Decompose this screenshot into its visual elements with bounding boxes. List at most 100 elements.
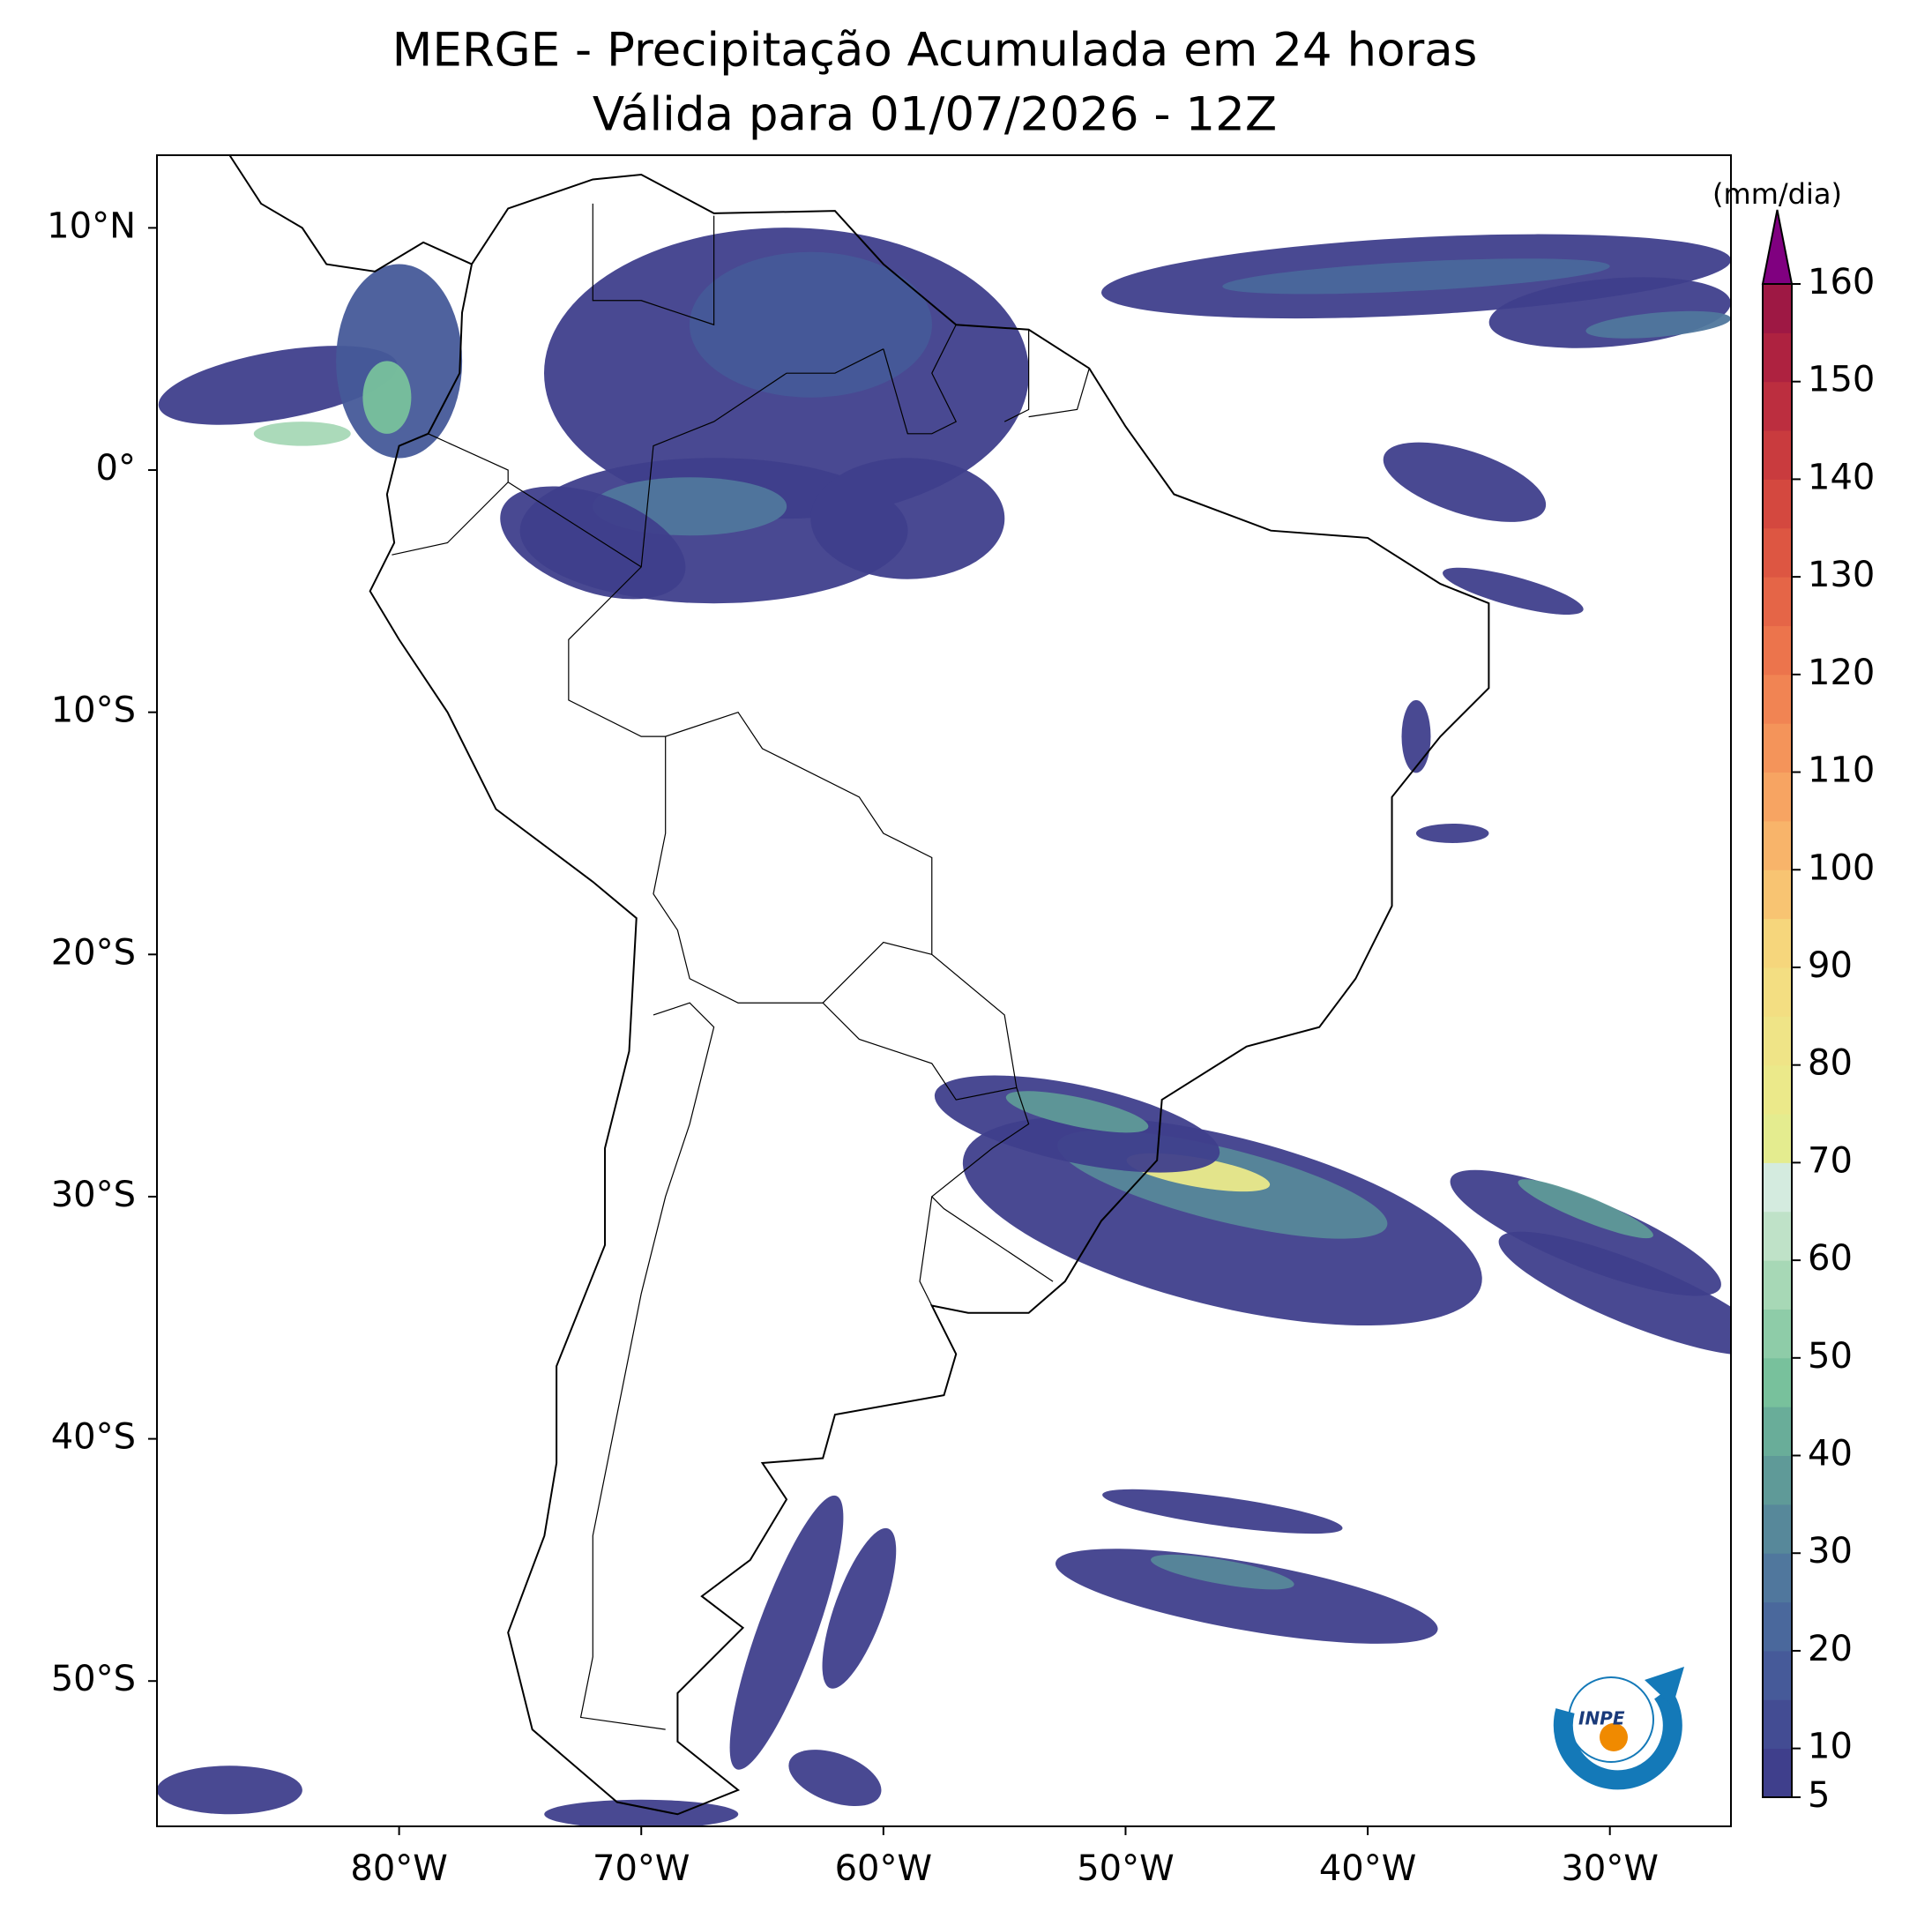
border [392,433,509,556]
precip-area [689,251,932,398]
precip-area [1005,1091,1149,1133]
colorbar-tick-label: 150 [1808,360,1875,400]
logo-sun [1600,1723,1628,1751]
colorbar-band [1763,1748,1792,1798]
y-tick-label: 50°S [51,1659,136,1699]
logo-orbit [1568,1676,1654,1763]
precip-area [1102,1489,1343,1534]
colorbar-band [1763,577,1792,626]
colorbar: 5 10 20 30 40 50 60 70 80 90 100 110 120 130 140 150 160… [1712,177,1875,1816]
y-tick-label: 10°N [47,205,136,246]
colorbar-band [1763,332,1792,383]
colorbar-band [1763,1162,1792,1213]
colorbar-tick-label: 20 [1808,1629,1853,1669]
colorbar-band [1763,1407,1792,1457]
y-tick-label: 30°S [51,1175,136,1215]
colorbar-band [1763,1553,1792,1603]
colorbar-tick-label: 80 [1808,1043,1853,1084]
colorbar-band [1763,1114,1792,1163]
x-tick-label: 70°W [593,1848,690,1889]
coastline [226,155,473,272]
precip-area [1222,258,1610,295]
colorbar-band [1763,772,1792,822]
colorbar-tick-label: 70 [1808,1140,1853,1181]
colorbar-tick-label: 140 [1808,457,1875,497]
colorbar-band [1763,1211,1792,1261]
colorbar-band [1763,1260,1792,1310]
colorbar-tick-label: 120 [1808,653,1875,693]
colorbar-band [1763,527,1792,578]
colorbar-label: (mm/dia) [1712,177,1842,211]
colorbar-tick-label: 160 [1808,262,1875,302]
colorbar-band [1763,1699,1792,1750]
colorbar-tick-label: 40 [1808,1434,1853,1474]
precip-area [544,1799,739,1826]
colorbar-band [1763,918,1792,968]
precip-area [1415,823,1489,843]
precip-area [810,458,1005,579]
border [1003,329,1030,422]
precip-area [253,422,351,446]
colorbar-extend [1761,209,1794,285]
border [592,203,715,326]
precip-area [336,264,463,459]
colorbar-tick-label: 110 [1808,750,1875,791]
colorbar-band [1763,1309,1792,1359]
colorbar-band [1763,625,1792,676]
colorbar-band [1763,820,1792,870]
colorbar-band [1763,1357,1792,1407]
x-tick-label: 80°W [350,1848,447,1889]
x-tick-label: 50°W [1077,1848,1174,1889]
precip-area [1498,1231,1731,1355]
colorbar-band [1763,1650,1792,1700]
colorbar-tick-label: 30 [1808,1531,1853,1571]
precip-area [788,1750,882,1807]
border [568,348,1054,1282]
precip-area [362,361,412,434]
precip-area [1383,442,1547,522]
map-frame [156,154,1732,1827]
colorbar-band [1763,1455,1792,1505]
border [1028,368,1090,418]
colorbar-band [1763,1601,1792,1652]
border [919,1196,933,1306]
colorbar-band [1763,1016,1792,1066]
colorbar-tick-label: 10 [1808,1727,1853,1767]
y-tick-label: 40°S [51,1417,136,1458]
precip-area [1151,1554,1294,1590]
colorbar-band [1763,284,1792,333]
y-tick-label: 10°S [51,690,136,731]
y-tick-label: 0° [96,448,136,489]
colorbar-tick-label: 50 [1808,1336,1853,1377]
colorbar-tick-label: 60 [1808,1238,1853,1279]
precip-area [822,1527,897,1689]
precip-area [1443,567,1584,615]
x-tick-label: 40°W [1319,1848,1416,1889]
border [507,481,642,568]
colorbar-frame [1762,283,1793,1798]
logo-swoosh [1553,1687,1682,1790]
colorbar-tick-label: 90 [1808,945,1853,986]
colorbar-tick-label: 5 [1808,1775,1830,1816]
coastline [369,173,1490,1816]
logo: INPE [1553,1667,1684,1790]
subtitle: Válida para 01/07/2026 - 12Z [593,88,1277,142]
colorbar-tick-label: 130 [1808,555,1875,595]
colorbar-band [1763,967,1792,1017]
x-tick-label: 60°W [835,1848,932,1889]
precip-area [729,1495,844,1770]
colorbar-band [1763,1064,1792,1115]
colorbar-band [1763,870,1792,920]
precip-area [1401,699,1431,773]
map: 80°W 70°W 60°W 50°W 40°W 30°W 10°N 0° 10°S 20°S 30… [47,154,1732,1889]
x-tick-label: 30°W [1561,1848,1658,1889]
precip-area [1450,1169,1721,1296]
y-tick-label: 20°S [51,932,136,973]
border [653,736,932,1004]
colorbar-band [1763,723,1792,773]
border [883,324,958,435]
colorbar-band [1763,381,1792,431]
precip-area [1518,1179,1653,1239]
colorbar-band [1763,674,1792,724]
